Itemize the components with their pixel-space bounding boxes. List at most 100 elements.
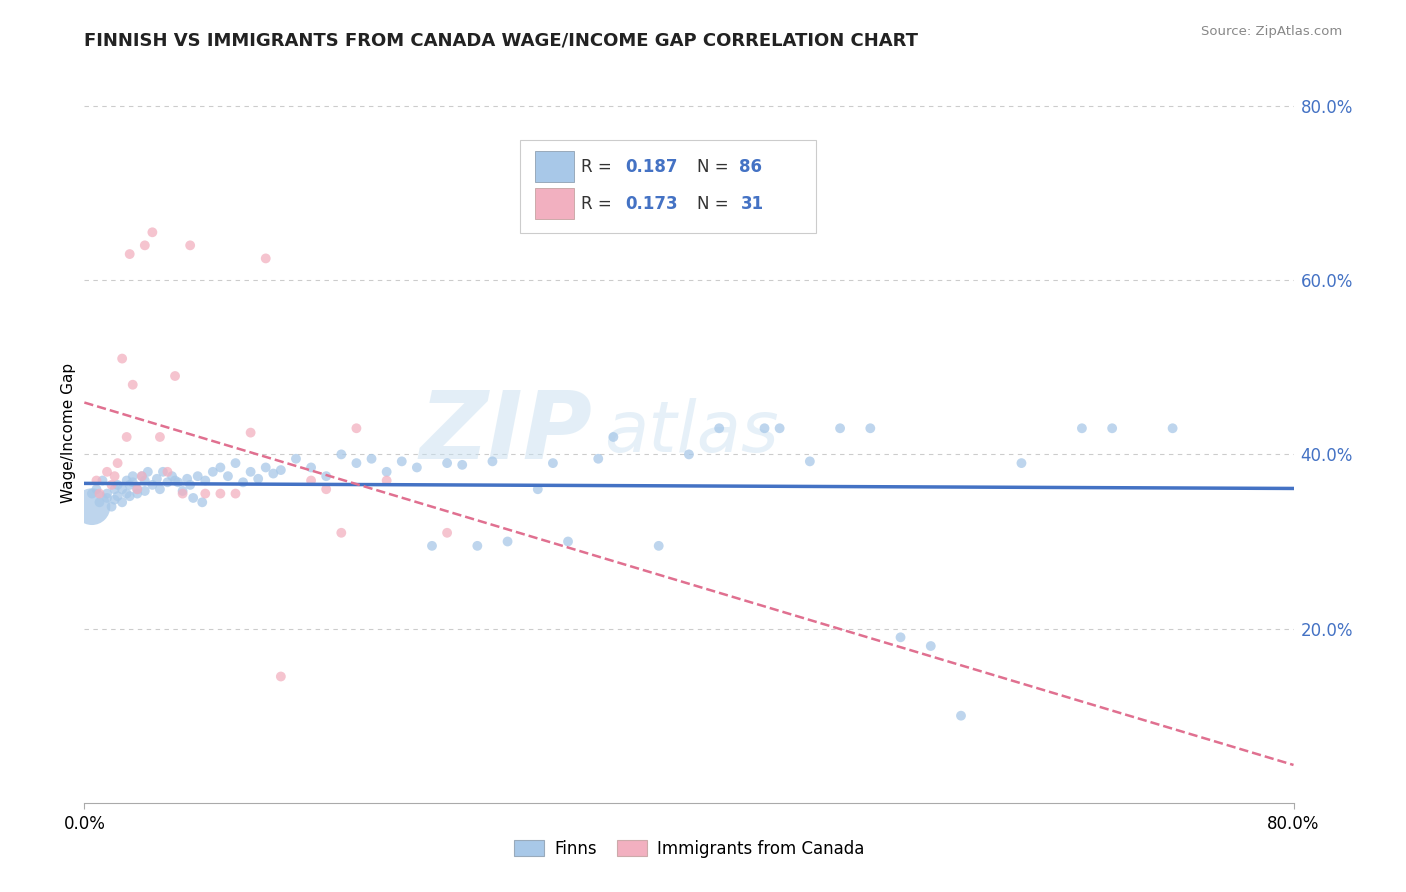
Point	[194, 474, 217, 488]
Text: atlas: atlas	[605, 398, 779, 467]
Point	[136, 465, 159, 479]
Point	[86, 482, 108, 496]
Point	[1071, 421, 1094, 435]
FancyBboxPatch shape	[536, 188, 574, 219]
Point	[1011, 456, 1033, 470]
Point	[131, 469, 153, 483]
Point	[557, 534, 579, 549]
Text: R =: R =	[581, 194, 617, 213]
Point	[285, 451, 308, 466]
Point	[391, 454, 413, 468]
Point	[648, 539, 671, 553]
Text: 0.173: 0.173	[624, 194, 678, 213]
Point	[111, 351, 134, 366]
Text: 0.187: 0.187	[624, 158, 678, 176]
Point	[100, 500, 122, 514]
Point	[209, 486, 232, 500]
Point	[678, 447, 700, 461]
Point	[194, 486, 217, 500]
Text: 86: 86	[738, 158, 762, 176]
Point	[754, 421, 776, 435]
Point	[436, 525, 458, 540]
Point	[299, 460, 322, 475]
Point	[96, 486, 118, 500]
Point	[247, 472, 270, 486]
Point	[467, 539, 489, 553]
Point	[165, 474, 187, 488]
Point	[239, 465, 262, 479]
Point	[172, 483, 194, 498]
Point	[346, 456, 368, 470]
Point	[96, 491, 118, 505]
Point	[131, 469, 153, 483]
Point	[769, 421, 792, 435]
Point	[541, 456, 564, 470]
Point	[709, 421, 731, 435]
Point	[179, 238, 201, 252]
Point	[1101, 421, 1123, 435]
Text: N =: N =	[697, 194, 734, 213]
Point	[141, 478, 163, 492]
Point	[104, 482, 127, 496]
Point	[225, 486, 247, 500]
Point	[146, 472, 169, 486]
Point	[80, 500, 103, 514]
Point	[176, 472, 198, 486]
Point	[100, 478, 122, 492]
Point	[156, 465, 179, 479]
Point	[121, 475, 143, 490]
Point	[496, 534, 519, 549]
Point	[299, 474, 322, 488]
FancyBboxPatch shape	[536, 152, 574, 182]
Point	[217, 469, 239, 483]
FancyBboxPatch shape	[520, 140, 815, 233]
Point	[80, 486, 103, 500]
Point	[181, 491, 204, 505]
Point	[451, 458, 474, 472]
Point	[127, 482, 149, 496]
Point	[481, 454, 503, 468]
Point	[107, 489, 129, 503]
Point	[1161, 421, 1184, 435]
Point	[107, 478, 129, 492]
Point	[172, 486, 194, 500]
Point	[191, 495, 214, 509]
Point	[315, 482, 337, 496]
Point	[315, 469, 337, 483]
Text: N =: N =	[697, 158, 734, 176]
Text: FINNISH VS IMMIGRANTS FROM CANADA WAGE/INCOME GAP CORRELATION CHART: FINNISH VS IMMIGRANTS FROM CANADA WAGE/I…	[84, 32, 918, 50]
Point	[86, 474, 108, 488]
Point	[588, 451, 610, 466]
Point	[115, 486, 138, 500]
Point	[830, 421, 852, 435]
Point	[890, 630, 912, 644]
Point	[115, 430, 138, 444]
Point	[111, 495, 134, 509]
Point	[134, 238, 156, 252]
Point	[232, 475, 254, 490]
Point	[406, 460, 429, 475]
Point	[270, 463, 292, 477]
Point	[165, 369, 187, 384]
Point	[91, 474, 114, 488]
Point	[330, 525, 353, 540]
Point	[141, 225, 163, 239]
Point	[156, 475, 179, 490]
Text: ZIP: ZIP	[419, 386, 592, 479]
Point	[920, 639, 942, 653]
Point	[859, 421, 882, 435]
Point	[134, 474, 156, 488]
Point	[160, 469, 183, 483]
Point	[115, 474, 138, 488]
Point	[225, 456, 247, 470]
Point	[89, 495, 111, 509]
Point	[254, 460, 277, 475]
Point	[262, 467, 284, 481]
Point	[127, 482, 149, 496]
Point	[201, 465, 224, 479]
Point	[89, 486, 111, 500]
Point	[950, 708, 973, 723]
Point	[179, 478, 201, 492]
Point	[149, 482, 172, 496]
Point	[209, 460, 232, 475]
